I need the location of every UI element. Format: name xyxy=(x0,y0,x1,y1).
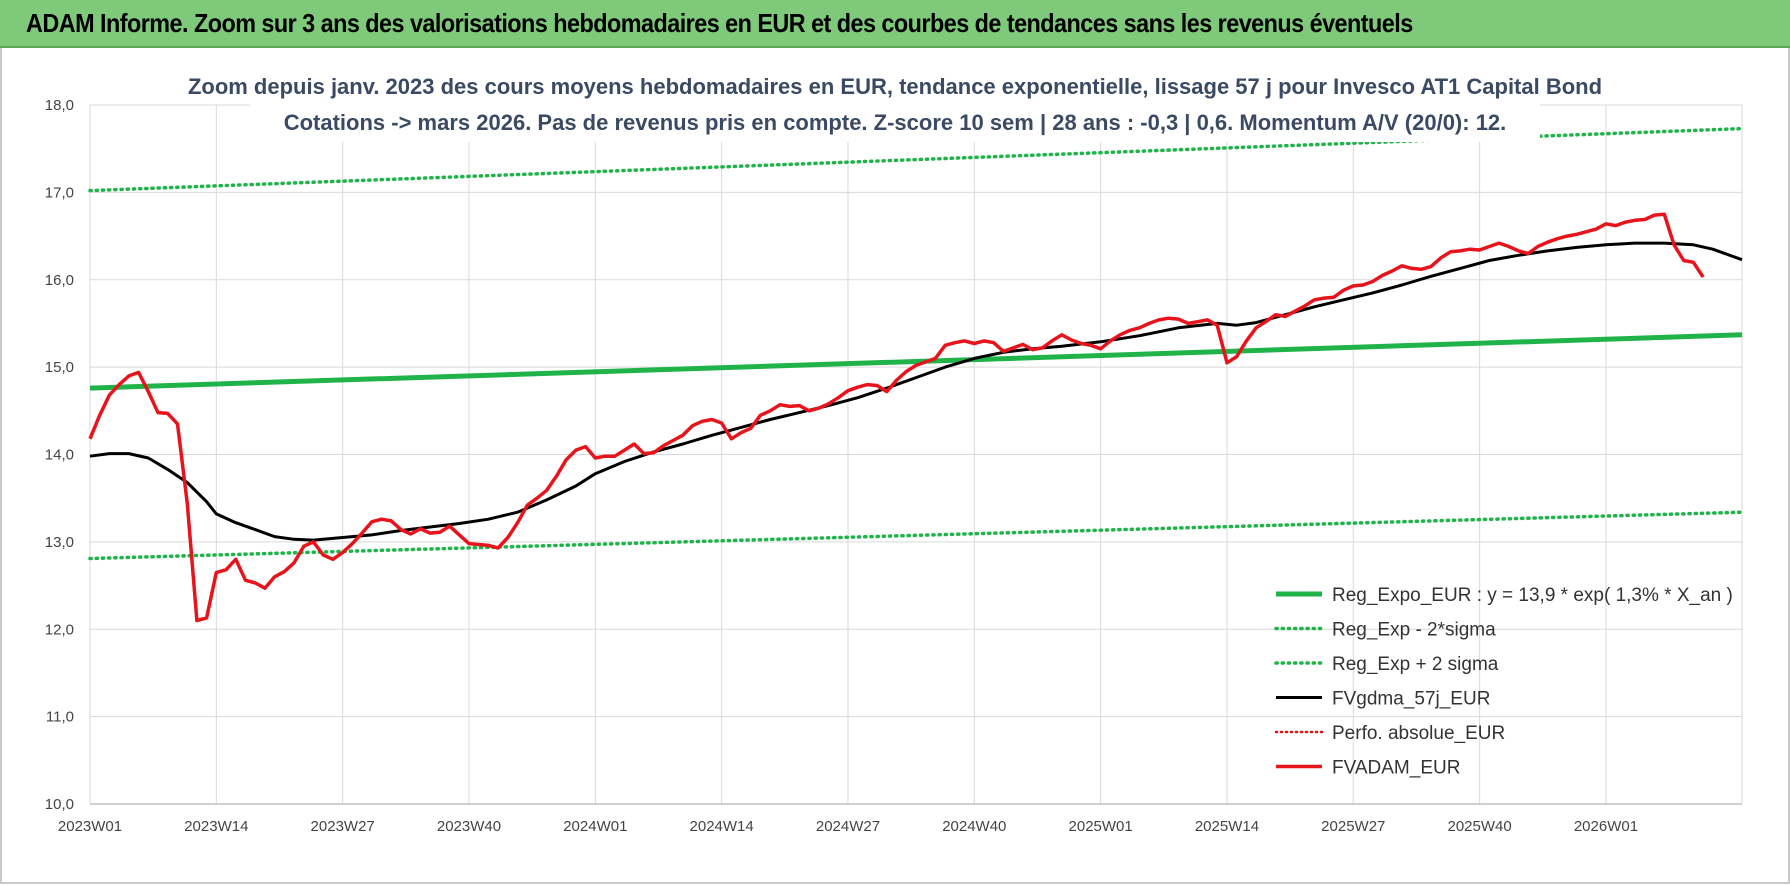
x-tick-label: 2025W14 xyxy=(1195,818,1259,835)
x-tick-label: 2023W27 xyxy=(311,818,375,835)
legend-label: Reg_Expo_EUR : y = 13,9 * exp( 1,3% * X_… xyxy=(1332,585,1733,606)
x-tick-label: 2023W01 xyxy=(58,818,122,835)
x-tick-label: 2025W27 xyxy=(1321,818,1385,835)
report-banner: ADAM Informe. Zoom sur 3 ans des valoris… xyxy=(0,0,1790,48)
x-tick-label: 2025W01 xyxy=(1069,818,1133,835)
y-tick-label: 17,0 xyxy=(45,184,74,201)
legend-label: FVgdma_57j_EUR xyxy=(1332,689,1490,710)
series-line-gdma xyxy=(89,241,1743,542)
report-title: ADAM Informe. Zoom sur 3 ans des valoris… xyxy=(26,8,1413,38)
y-tick-label: 14,0 xyxy=(45,447,74,464)
title-background xyxy=(250,66,1540,142)
y-tick-label: 11,0 xyxy=(46,709,74,726)
x-tick-label: 2023W14 xyxy=(184,818,248,835)
legend-label: Reg_Exp + 2 sigma xyxy=(1332,654,1499,675)
legend: Reg_Expo_EUR : y = 13,9 * exp( 1,3% * X_… xyxy=(1274,585,1733,779)
series-line-fvadam xyxy=(88,212,1705,623)
x-tick-label: 2024W01 xyxy=(563,818,627,835)
x-axis-ticks: 2023W01 2023W14 2023W27 2023W40 2024W01 2024W… xyxy=(58,818,1638,835)
x-tick-label: 2024W14 xyxy=(690,818,754,835)
legend-label: Perfo. absolue_EUR xyxy=(1332,723,1505,744)
series-group xyxy=(88,126,1744,623)
legend-label: FVADAM_EUR xyxy=(1332,758,1460,779)
series-line-sigma xyxy=(88,510,1744,561)
y-tick-label: 15,0 xyxy=(45,359,74,376)
legend-label: Reg_Exp - 2*sigma xyxy=(1332,620,1496,641)
series-line-reg xyxy=(89,332,1743,391)
chart-title-line2: Cotations -> mars 2026. Pas de revenus p… xyxy=(284,110,1507,135)
y-axis-ticks: 10,0 11,0 12,0 13,0 14,0 15,0 16,0 17,0 18,0 xyxy=(45,97,74,813)
x-tick-label: 2025W40 xyxy=(1448,818,1512,835)
y-tick-label: 13,0 xyxy=(45,534,74,551)
y-tick-label: 10,0 xyxy=(45,796,74,813)
grid xyxy=(89,104,1743,805)
y-tick-label: 12,0 xyxy=(45,621,74,638)
x-tick-label: 2023W40 xyxy=(437,818,501,835)
y-tick-label: 16,0 xyxy=(45,272,74,289)
x-tick-label: 2026W01 xyxy=(1574,818,1638,835)
chart-title-line1: Zoom depuis janv. 2023 des cours moyens … xyxy=(188,74,1602,99)
chart-frame xyxy=(0,48,1790,884)
x-tick-label: 2024W40 xyxy=(942,818,1006,835)
y-tick-label: 18,0 xyxy=(45,97,74,114)
x-tick-label: 2024W27 xyxy=(816,818,880,835)
